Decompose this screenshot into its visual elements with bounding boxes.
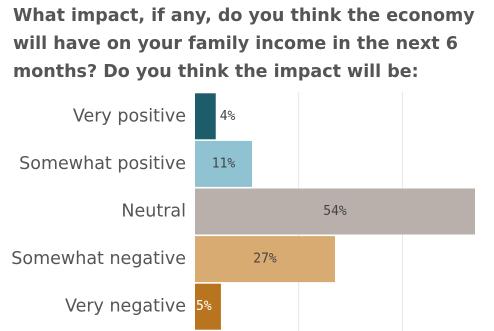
- bar-very-positive: [195, 93, 216, 140]
- bar-somewhat-positive: [195, 140, 253, 187]
- bar-very-negative: [195, 283, 221, 330]
- value-label-somewhat-positive: 11%: [212, 156, 236, 171]
- category-label-somewhat-positive: Somewhat positive: [19, 154, 186, 174]
- value-label-neutral: 54%: [323, 204, 347, 219]
- category-label-somewhat-negative: Somewhat negative: [11, 249, 186, 269]
- category-label-neutral: Neutral: [121, 202, 186, 222]
- category-label-very-positive: Very positive: [73, 106, 186, 126]
- value-label-very-negative: 5%: [196, 299, 212, 314]
- value-label-very-positive: 4%: [220, 109, 236, 124]
- value-label-somewhat-negative: 27%: [253, 252, 277, 267]
- bar-neutral: [195, 188, 475, 235]
- bar-somewhat-negative: [195, 236, 335, 283]
- category-label-very-negative: Very negative: [65, 297, 186, 317]
- chart-title: What impact, if any, do you think the ec…: [13, 6, 475, 82]
